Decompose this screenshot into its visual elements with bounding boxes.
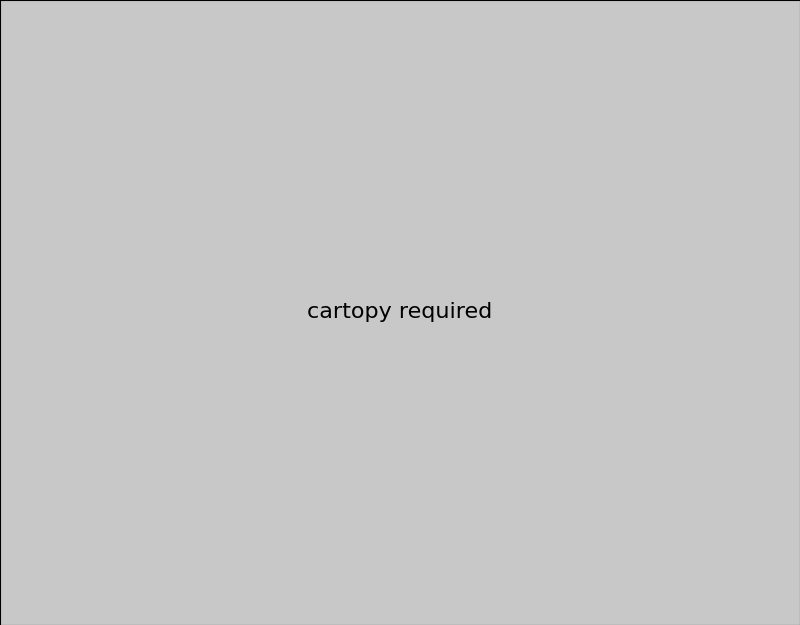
Text: cartopy required: cartopy required	[307, 302, 493, 322]
